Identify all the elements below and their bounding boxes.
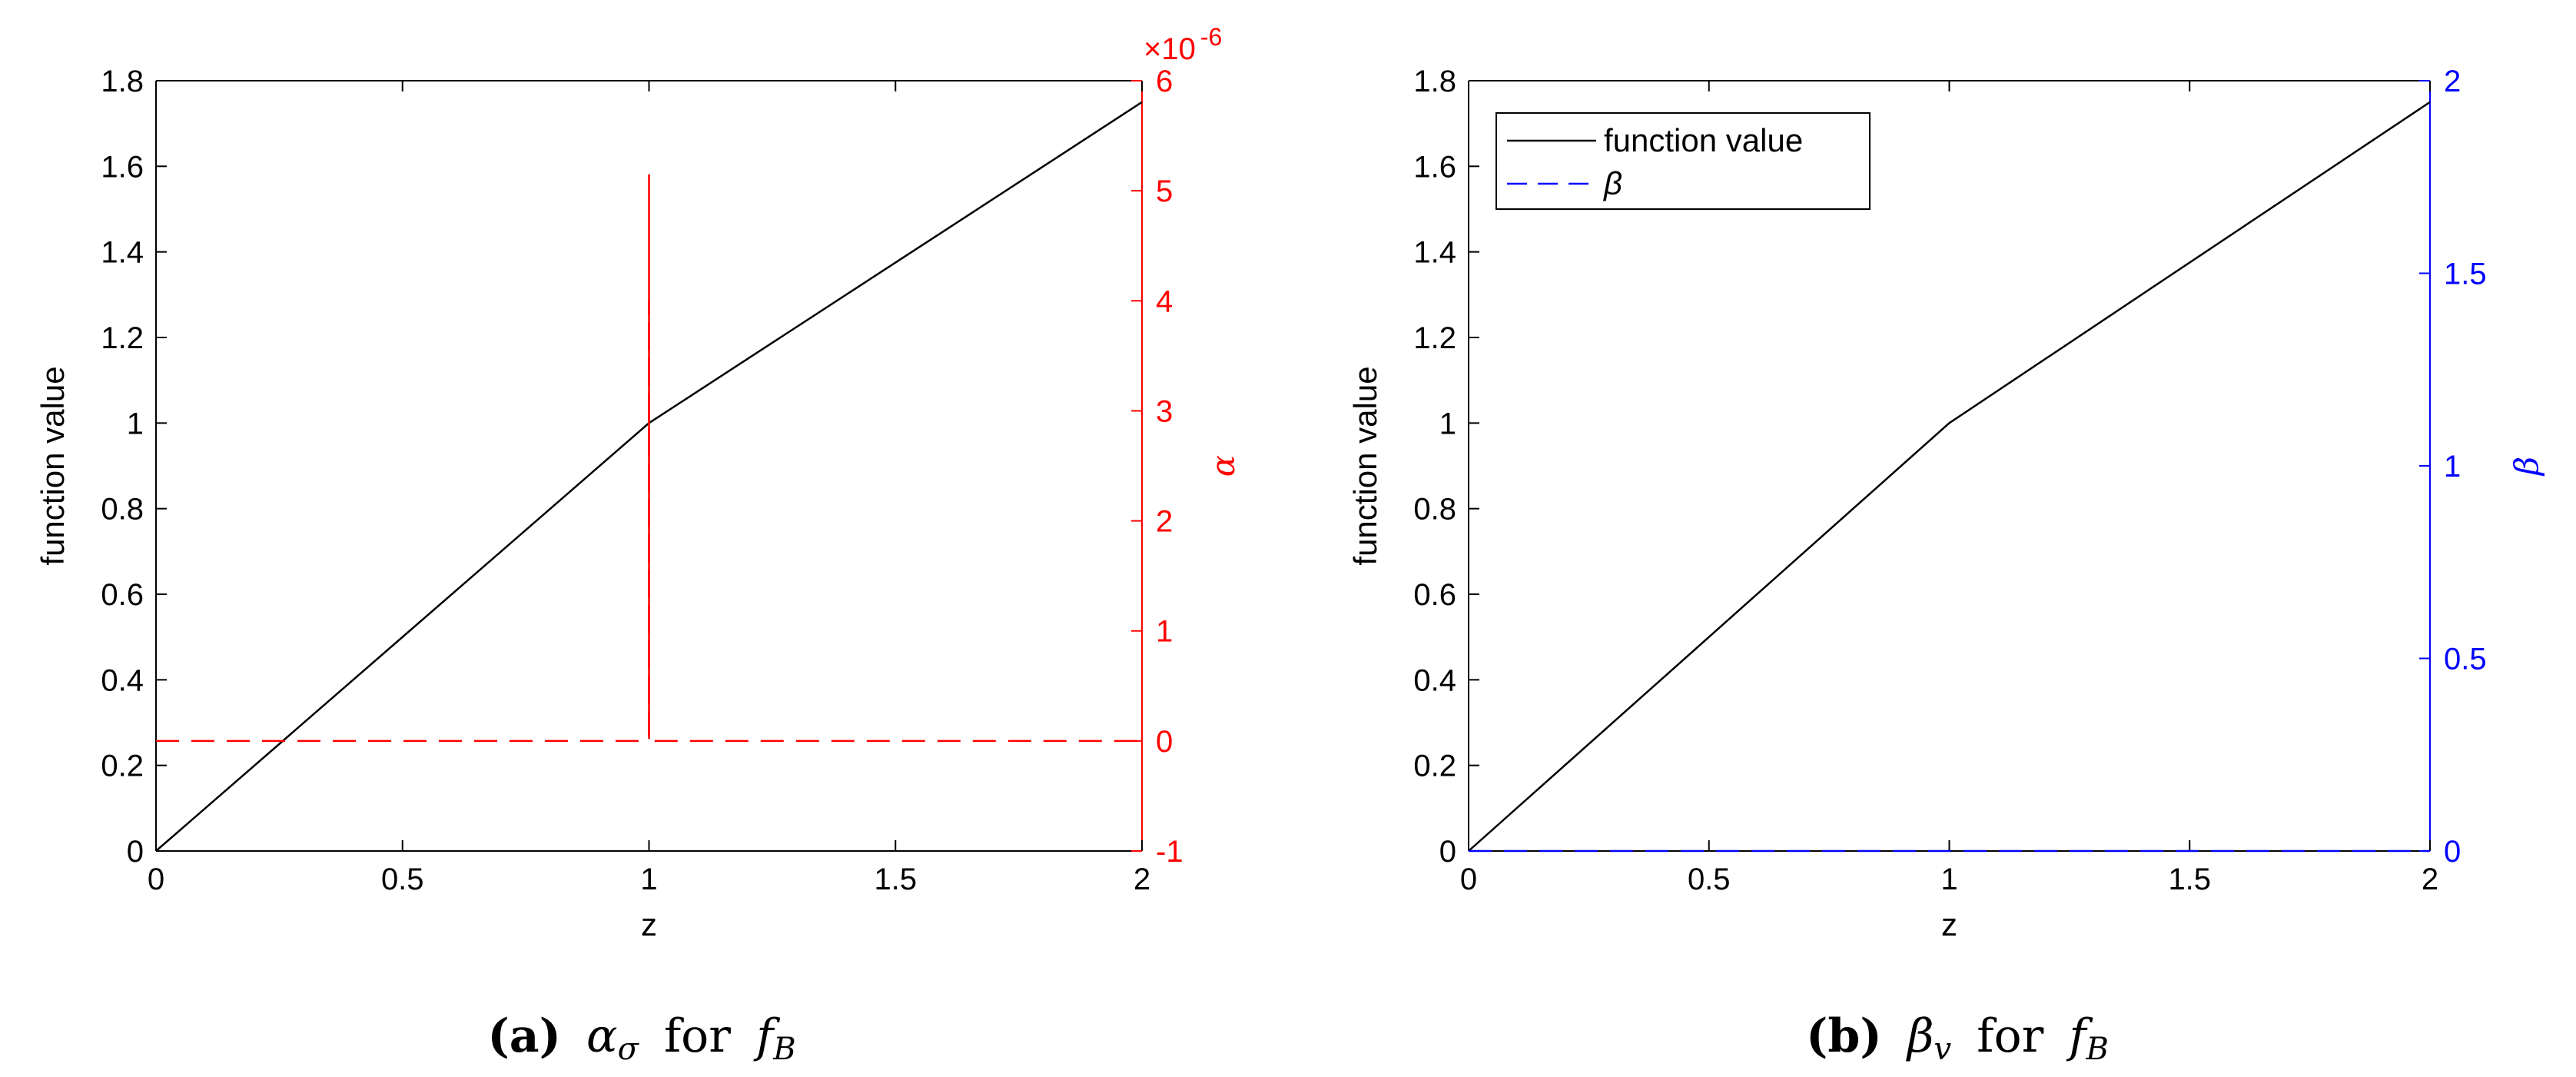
- caption-b-label: (b): [1806, 1009, 1882, 1063]
- y-left-axis-label: function value: [35, 366, 71, 565]
- y-right-tick-label: 5: [1156, 175, 1173, 208]
- right-axis-exponent-base: ×10: [1144, 32, 1196, 66]
- y-right-tick-label: 2: [1156, 505, 1173, 539]
- y-right-tick-label: 0: [1156, 725, 1173, 759]
- y-right-tick-label: 1.5: [2444, 258, 2487, 291]
- x-tick-label: 0.5: [381, 863, 424, 896]
- y-left-tick-label: 0: [1439, 835, 1456, 869]
- y-left-tick-label: 0.6: [101, 578, 144, 612]
- y-left-tick-label: 0.8: [101, 493, 144, 527]
- chart-panel-a: 0 0.5 1 1.5 2 0 0.2 0.4 0.6 0.8 1 1.2 1.4 1.6 1.8 -1 0 1 2…: [35, 23, 1242, 942]
- caption-b: (b) βv for fB: [1806, 1009, 2109, 1071]
- chart-panel-b: 0 0.5 1 1.5 200.20.40.60.811.21.41.61.800.51…: [1347, 65, 2545, 942]
- y-right-tick-label: 6: [1156, 65, 1173, 98]
- caption-a-for: for: [664, 1009, 731, 1063]
- y-right-axis-label: β: [2508, 457, 2545, 477]
- y-left-axis-label: function value: [1347, 366, 1383, 565]
- x-tick-label: 1: [640, 863, 657, 896]
- x-tick-label: 1.5: [2168, 863, 2211, 896]
- caption-a-f-sub: B: [772, 1032, 795, 1067]
- y-right-tick-label: 3: [1156, 394, 1173, 428]
- y-right-tick-label: 2: [2444, 65, 2461, 98]
- y-left-tick-label: 1.8: [101, 65, 144, 98]
- y-left-tick-label: 0.4: [101, 663, 144, 697]
- y-right-tick-label: 1: [2444, 450, 2461, 484]
- y-right-tick-label: 0: [2444, 835, 2461, 869]
- legend-label-1: β: [1602, 165, 1622, 201]
- caption-a-label: (a): [487, 1009, 561, 1063]
- series-line-0: [1468, 101, 2431, 852]
- series-line-1: [156, 301, 1142, 743]
- y-right-tick-label: 4: [1156, 284, 1173, 318]
- y-right-tick-label: 1: [1156, 615, 1173, 649]
- right-axis-exponent: ×10 -6: [1144, 23, 1222, 66]
- x-tick-label: 0: [148, 863, 164, 896]
- y-left-tick-label: 1.6: [101, 150, 144, 184]
- y-left-tick-label: 1.6: [1413, 150, 1456, 184]
- y-left-tick-label: 1: [127, 407, 144, 440]
- x-tick-label: 0.5: [1688, 863, 1731, 896]
- y-left-tick-label: 1.8: [1413, 65, 1456, 98]
- caption-b-f-sub: B: [2086, 1032, 2109, 1067]
- y-left-tick-label: 1.2: [1413, 321, 1456, 355]
- caption-b-symbol: β: [1906, 1009, 1934, 1063]
- y-right-tick-label: -1: [1156, 835, 1183, 869]
- right-axis-exponent-power: -6: [1200, 23, 1222, 51]
- caption-b-for: for: [1977, 1009, 2043, 1063]
- y-left-tick-label: 0.2: [1413, 750, 1456, 783]
- x-tick-label: 1: [1940, 863, 1957, 896]
- x-tick-label: 1.5: [874, 863, 917, 896]
- x-axis-label: z: [641, 906, 657, 942]
- legend-box: [1495, 112, 1871, 210]
- y-right-axis-label: α: [1204, 455, 1242, 477]
- y-left-tick-label: 1.2: [101, 321, 144, 355]
- x-tick-label: 2: [1134, 863, 1150, 896]
- y-left-tick-label: 1: [1439, 407, 1456, 440]
- y-left-tick-label: 0.8: [1413, 493, 1456, 527]
- caption-b-symbol-sub: v: [1934, 1032, 1952, 1067]
- caption-a-symbol-sub: σ: [618, 1032, 640, 1067]
- y-left-tick-label: 0.2: [101, 750, 144, 783]
- y-left-tick-label: 0.6: [1413, 578, 1456, 612]
- y-right-tick-label: 0.5: [2444, 643, 2487, 676]
- y-left-tick-label: 1.4: [1413, 236, 1456, 270]
- y-left-tick-label: 0.4: [1413, 663, 1456, 697]
- x-tick-label: 0: [1460, 863, 1477, 896]
- x-tick-label: 2: [2422, 863, 2438, 896]
- caption-a-symbol: α: [586, 1009, 618, 1063]
- x-axis-label: z: [1941, 906, 1957, 942]
- legend-label-0: function value: [1604, 122, 1803, 158]
- y-left-tick-label: 1.4: [101, 236, 144, 270]
- y-left-tick-label: 0: [127, 835, 144, 869]
